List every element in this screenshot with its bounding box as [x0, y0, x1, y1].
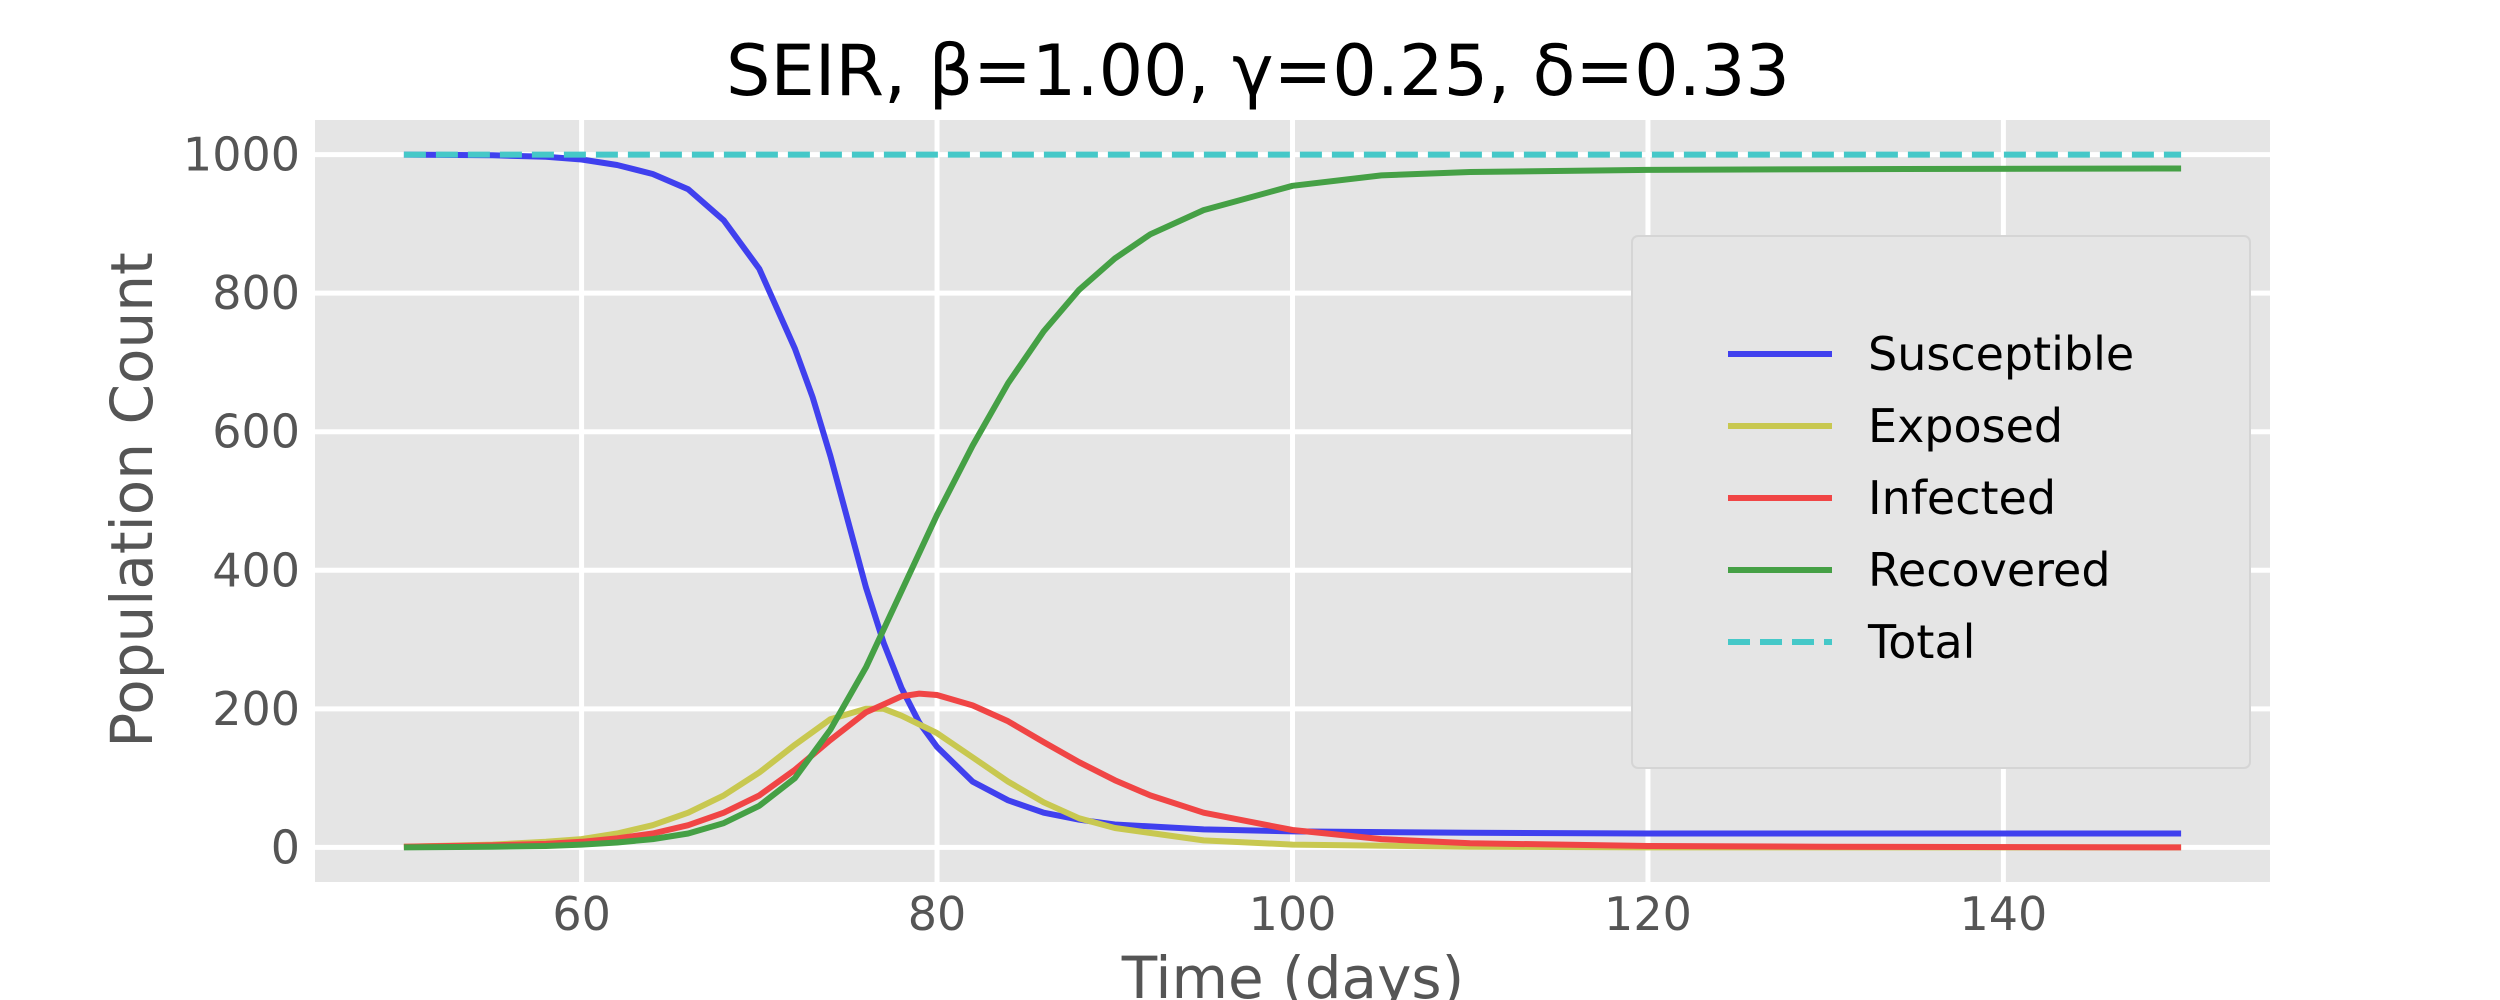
- x-tick-label: 100: [1249, 887, 1337, 941]
- y-tick-label: 1000: [183, 128, 300, 182]
- series-line-susceptible: [403, 151, 2182, 837]
- series-line-exposed: [403, 705, 2182, 851]
- x-tick-label: 140: [1960, 887, 2048, 941]
- series-line-recovered: [403, 165, 2182, 851]
- y-tick-label: 400: [212, 543, 300, 597]
- y-tick-label: 200: [212, 682, 300, 736]
- chart-title: SEIR, β=1.00, γ=0.25, δ=0.33: [726, 30, 1790, 112]
- legend-label-susceptible: Susceptible: [1868, 327, 2134, 381]
- x-tick-labels: 60 80 100 120 140: [552, 887, 2047, 941]
- x-tick-label: 120: [1604, 887, 1692, 941]
- legend: Susceptible Exposed Infected Recovered Total: [1631, 235, 2251, 769]
- legend-label-exposed: Exposed: [1868, 399, 2063, 453]
- series-line-infected: [403, 690, 2182, 851]
- x-tick-label: 60: [552, 887, 611, 941]
- x-axis-label: Time (days): [1121, 944, 1465, 1000]
- x-tick-label: 80: [908, 887, 967, 941]
- series-layer: [403, 151, 2182, 851]
- legend-label-recovered: Recovered: [1868, 543, 2111, 597]
- legend-frame: [1631, 235, 2251, 769]
- legend-label-infected: Infected: [1868, 471, 2056, 525]
- y-axis-label: Population Count: [98, 252, 166, 747]
- legend-label-total: Total: [1867, 615, 1975, 669]
- y-tick-label: 0: [271, 820, 300, 874]
- y-tick-label: 600: [212, 405, 300, 459]
- y-tick-label: 800: [212, 266, 300, 320]
- y-tick-labels: 0 200 400 600 800 1000: [183, 128, 300, 875]
